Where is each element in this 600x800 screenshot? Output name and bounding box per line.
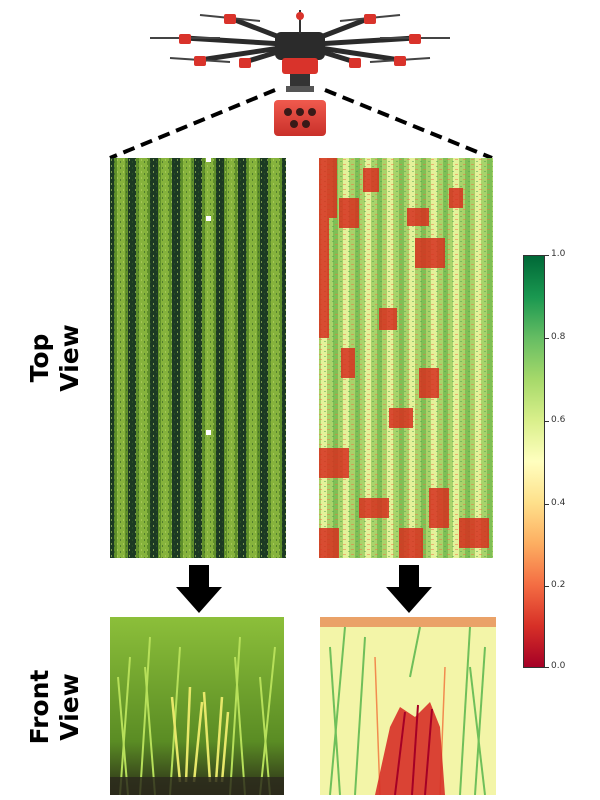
colorbar-tick-line (545, 504, 549, 505)
colorbar-tick-line (545, 338, 549, 339)
colorbar-tick-label: 0.6 (551, 415, 566, 425)
colorbar-ticks: 1.0 0.8 0.6 0.4 0.2 0.0 (545, 249, 585, 671)
colorbar-tick-line (545, 421, 549, 422)
colorbar-tick-line (545, 255, 549, 256)
top-view-label: Top View (25, 318, 85, 398)
front-view-label-line2: View (55, 673, 84, 741)
colorbar-tick-label: 0.4 (551, 498, 566, 508)
colorbar (523, 255, 545, 668)
rice-plants-photo (110, 617, 284, 795)
top-view-label-line2: View (55, 324, 84, 392)
colorbar-tick-label: 0.0 (551, 661, 566, 671)
down-arrow-icon (176, 565, 222, 613)
multispectral-camera-icon (274, 100, 326, 136)
colorbar-tick-line (545, 586, 549, 587)
colorbar-tick-line (545, 667, 549, 668)
front-view-index-map (320, 617, 496, 795)
down-arrow-icon (386, 565, 432, 613)
colorbar-tick-label: 1.0 (551, 249, 566, 259)
front-view-rgb-image (110, 617, 284, 795)
top-view-rgb-image (110, 158, 286, 558)
drone-icon (150, 10, 450, 136)
rgb-field-rows (110, 158, 286, 558)
colorbar-tick-label: 0.2 (551, 580, 566, 590)
top-view-index-map (319, 158, 493, 558)
projection-lines (109, 88, 493, 160)
ndvi-field-map (319, 158, 493, 558)
front-ndvi-map (320, 617, 496, 795)
top-view-label-line1: Top (25, 333, 54, 383)
front-view-label: Front View (25, 667, 85, 747)
front-view-label-line1: Front (25, 669, 54, 745)
colorbar-tick-label: 0.8 (551, 332, 566, 342)
